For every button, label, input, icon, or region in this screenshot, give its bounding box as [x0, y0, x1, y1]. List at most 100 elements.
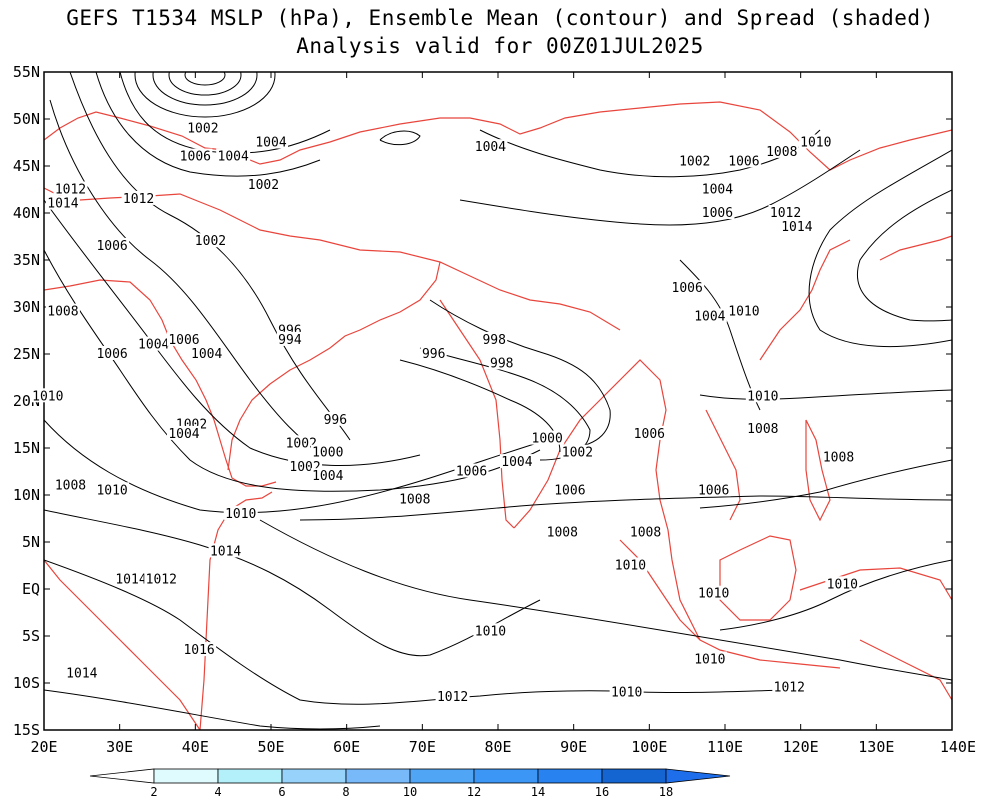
contour-label-bg — [552, 482, 587, 497]
lat-label: 15N — [13, 439, 40, 457]
lat-label: 25N — [13, 345, 40, 363]
contour-label: 1006 — [96, 347, 127, 362]
contour-label-bg — [216, 148, 251, 163]
lon-label: 140E — [940, 738, 976, 756]
lat-label: 50N — [13, 110, 40, 128]
colorbar-swatch — [89, 768, 155, 784]
contour-label: 1010 — [694, 653, 725, 668]
contour-label: 1006 — [168, 333, 199, 348]
lon-label: 20E — [30, 738, 57, 756]
lon-label: 90E — [560, 738, 587, 756]
contour-label-bg — [677, 153, 712, 168]
lat-label: 5N — [22, 533, 40, 551]
contour-label: 1008 — [630, 526, 661, 541]
contour-label-bg — [246, 176, 281, 191]
contour-label-bg — [189, 346, 224, 360]
contour-label: 1004 — [168, 427, 199, 442]
contour-label-bg — [700, 205, 735, 219]
lon-label: 70E — [409, 738, 436, 756]
contour-label-bg — [114, 571, 149, 586]
contour-label-bg — [254, 134, 288, 149]
contour-label: 1010 — [96, 483, 127, 498]
lon-label: 30E — [106, 738, 133, 756]
contour-label-bg — [397, 491, 432, 506]
contour-label-bg — [530, 430, 565, 445]
colorbar-tick-label: 4 — [214, 785, 221, 799]
contour-label: 1006 — [554, 483, 585, 498]
contour-label: 1006 — [180, 150, 211, 165]
contour-label: 1002 — [562, 446, 593, 461]
contour-label-bg — [45, 303, 80, 318]
contour-label-bg — [696, 585, 731, 600]
contour-label: 1006 — [634, 427, 665, 442]
colorbar-tick-label: 16 — [595, 785, 609, 799]
contour-label: 1010 — [698, 587, 729, 602]
contour-label-bg — [473, 623, 508, 638]
contour-label: 1004 — [702, 183, 733, 198]
lat-label: 40N — [13, 204, 40, 222]
contour-label: 1002 — [248, 178, 279, 193]
lat-label: 55N — [13, 63, 40, 81]
contour-label-bg — [692, 308, 727, 323]
contour-label: 1008 — [55, 479, 86, 494]
contour-label-bg — [95, 346, 130, 360]
contour-label-bg — [779, 219, 814, 234]
contour-label-bg — [53, 477, 88, 492]
contour-label: 1010 — [475, 624, 506, 639]
colorbar-swatch — [345, 768, 411, 784]
contour-label-bg — [166, 425, 201, 440]
contour-label-bg — [223, 505, 258, 520]
contour-label-bg — [276, 331, 303, 346]
contour-label: 1006 — [702, 206, 733, 221]
contour-label-bg — [473, 139, 508, 154]
contour-label: 1014 — [47, 197, 78, 212]
contour-label: 1010 — [728, 305, 759, 320]
contour-label: 1002 — [187, 121, 218, 136]
contour-label: 1000 — [312, 446, 343, 461]
contour-label-bg — [745, 388, 780, 403]
contour-label-bg — [454, 463, 489, 478]
lon-label: 50E — [257, 738, 284, 756]
colorbar-swatch — [281, 768, 347, 784]
contour-label: 1012 — [770, 206, 801, 221]
contour-label: 1006 — [728, 154, 759, 169]
contour-label: 1010 — [800, 136, 831, 151]
contour-label: 1006 — [456, 465, 487, 480]
contour-label: 1012 — [123, 192, 154, 207]
contour-label-bg — [185, 120, 220, 135]
contour-label-bg — [825, 576, 860, 591]
contour-label-bg — [136, 336, 171, 351]
contour-label: 1010 — [32, 389, 63, 404]
contour-label: 998 — [490, 356, 513, 371]
contour-label-bg — [193, 233, 228, 248]
contour-label: 1014 — [210, 544, 241, 559]
contour-label: 1000 — [532, 432, 563, 447]
contour-label-bg — [798, 134, 833, 149]
contour-label: 1002 — [679, 154, 710, 169]
contour-label-bg — [726, 153, 761, 168]
contour-label: 1008 — [747, 422, 778, 437]
contour-label-bg — [95, 482, 130, 497]
contour-label-bg — [121, 190, 156, 205]
contour-label: 1010 — [747, 389, 778, 404]
lon-label: 130E — [858, 738, 894, 756]
lat-label: EQ — [22, 580, 40, 598]
lat-label: 35N — [13, 251, 40, 269]
colorbar-tick-label: 14 — [531, 785, 545, 799]
lon-label: 60E — [333, 738, 360, 756]
contour-label: 1012 — [774, 681, 805, 696]
contour-label: 994 — [278, 333, 302, 348]
contour-label-bg — [310, 468, 345, 483]
contour-label-bg — [613, 557, 648, 572]
longitude-labels: 20E 30E 40E 50E 60E 70E 80E 90E 100E 110E 120E 130E… — [30, 738, 976, 756]
contour-label: 1016 — [183, 643, 214, 658]
contour-label: 1004 — [501, 455, 532, 470]
contour-label: 1006 — [96, 239, 127, 254]
colorbar-tick-label: 18 — [659, 785, 673, 799]
colorbar-swatch — [601, 768, 667, 784]
contour-label-bg — [284, 435, 319, 450]
contour-label-bg — [696, 482, 731, 497]
contour-label-bg — [745, 421, 780, 436]
lon-label: 80E — [484, 738, 511, 756]
contour-label-bg — [182, 642, 217, 657]
